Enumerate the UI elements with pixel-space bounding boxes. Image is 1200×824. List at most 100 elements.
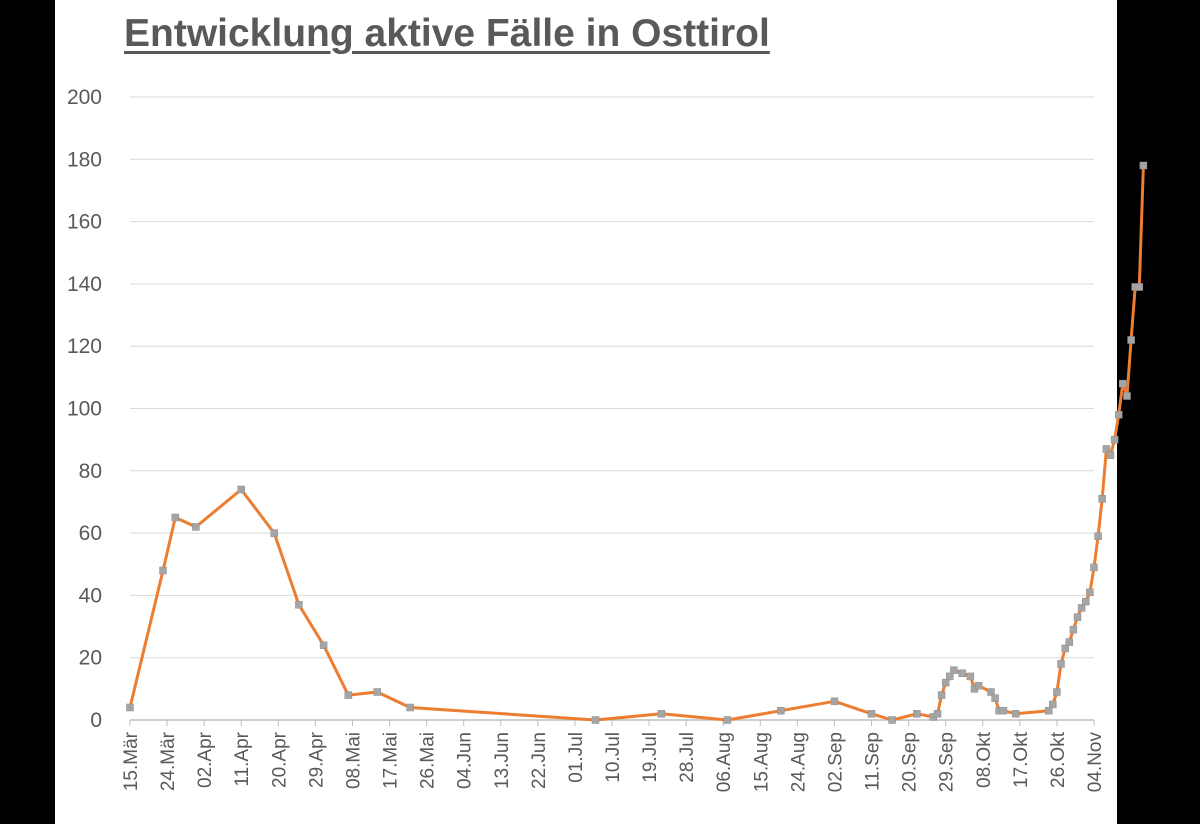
data-point bbox=[373, 688, 381, 696]
x-tick-label: 08.Okt bbox=[974, 731, 995, 788]
x-tick-label: 26.Okt bbox=[1048, 731, 1069, 788]
x-tick-label: 10.Jul bbox=[603, 732, 624, 783]
y-tick-label: 140 bbox=[67, 273, 102, 296]
x-tick-label: 17.Mai bbox=[381, 732, 402, 789]
data-point bbox=[237, 485, 245, 494]
data-point bbox=[171, 513, 180, 522]
gridlines bbox=[130, 96, 1094, 721]
series-line bbox=[128, 165, 1145, 722]
data-point bbox=[1110, 435, 1119, 444]
x-tick-label: 24.Aug bbox=[788, 732, 809, 792]
x-tick-label: 29.Sep bbox=[937, 732, 958, 792]
x-tick-label: 20.Apr bbox=[269, 731, 290, 788]
x-tick-label: 28.Jul bbox=[677, 732, 698, 783]
data-point bbox=[1082, 597, 1090, 606]
data-point bbox=[1123, 392, 1131, 400]
x-tick-label: 04.Jun bbox=[455, 732, 476, 789]
x-tick-label: 19.Jul bbox=[640, 732, 661, 783]
x-tick-label: 26.Mai bbox=[418, 732, 439, 789]
data-point bbox=[657, 710, 666, 718]
data-point bbox=[1077, 604, 1086, 612]
data-point bbox=[1135, 283, 1144, 291]
data-point bbox=[974, 681, 983, 690]
data-point bbox=[1127, 336, 1135, 344]
y-tick-label: 0 bbox=[90, 709, 102, 732]
data-point bbox=[1098, 495, 1106, 503]
data-point bbox=[1065, 638, 1074, 646]
x-tick-label: 04.Nov bbox=[1085, 732, 1106, 793]
data-point bbox=[1114, 410, 1123, 419]
data-point bbox=[319, 641, 328, 649]
data-point bbox=[1106, 451, 1115, 459]
data-point bbox=[1061, 644, 1069, 653]
data-point bbox=[958, 669, 966, 678]
chart-title: Entwicklung aktive Fälle in Osttirol bbox=[124, 12, 770, 55]
data-point bbox=[1119, 379, 1127, 388]
chart-panel bbox=[55, 0, 1117, 824]
data-point bbox=[1057, 660, 1065, 668]
data-point bbox=[987, 688, 995, 696]
data-point bbox=[1102, 445, 1111, 453]
data-point bbox=[1073, 613, 1082, 621]
x-tick-label: 29.Apr bbox=[306, 731, 327, 788]
data-point bbox=[344, 691, 353, 699]
data-point bbox=[1053, 688, 1061, 696]
data-point bbox=[999, 706, 1008, 715]
y-tick-label: 20 bbox=[79, 647, 102, 670]
data-point bbox=[406, 703, 414, 712]
data-point bbox=[1049, 700, 1057, 709]
x-tick-label: 01.Jul bbox=[566, 732, 587, 783]
data-point bbox=[1086, 588, 1094, 597]
y-tick-label: 160 bbox=[67, 211, 102, 234]
data-point bbox=[777, 706, 785, 715]
data-point bbox=[1044, 706, 1053, 715]
data-point bbox=[830, 697, 839, 706]
x-tick-label: 15.Mär bbox=[121, 731, 142, 791]
data-point bbox=[941, 678, 950, 687]
x-tick-label: 11.Sep bbox=[863, 732, 884, 791]
data-point bbox=[591, 716, 600, 724]
data-point bbox=[295, 600, 303, 609]
data-point bbox=[888, 716, 896, 724]
x-tick-label: 22.Jun bbox=[529, 732, 550, 789]
data-point bbox=[950, 666, 958, 674]
data-point bbox=[1011, 710, 1020, 718]
data-point bbox=[192, 523, 200, 531]
data-point bbox=[937, 691, 946, 699]
data-point bbox=[723, 716, 732, 724]
data-point bbox=[991, 694, 999, 702]
y-tick-label: 180 bbox=[67, 148, 102, 171]
x-tick-label: 08.Mai bbox=[343, 732, 364, 789]
series-active-cases bbox=[126, 161, 1148, 724]
data-point bbox=[1139, 161, 1148, 170]
x-tick-label: 02.Sep bbox=[825, 732, 846, 792]
data-point bbox=[126, 703, 134, 712]
data-point bbox=[270, 529, 278, 537]
data-point bbox=[1090, 563, 1098, 572]
data-point bbox=[913, 710, 921, 718]
data-point bbox=[946, 672, 954, 681]
x-tick-label: 13.Jun bbox=[492, 732, 513, 789]
y-tick-label: 200 bbox=[67, 86, 102, 109]
y-tick-label: 80 bbox=[79, 460, 102, 483]
y-tick-label: 60 bbox=[79, 522, 102, 545]
data-point bbox=[159, 566, 167, 575]
x-tick-label: 02.Apr bbox=[195, 731, 216, 788]
x-tick-label: 24.Mär bbox=[158, 731, 179, 791]
data-point bbox=[1094, 532, 1102, 540]
y-tick-label: 40 bbox=[79, 584, 102, 607]
x-axis: 15.Mär 24.Mär 02.Apr 11.Apr 20.Apr 29.Apr 08.M… bbox=[121, 720, 1106, 792]
x-tick-label: 15.Aug bbox=[751, 732, 772, 792]
data-point bbox=[933, 710, 942, 718]
y-tick-label: 100 bbox=[67, 398, 102, 421]
x-tick-label: 17.Okt bbox=[1011, 731, 1032, 788]
data-point bbox=[867, 710, 876, 718]
x-tick-label: 11.Apr bbox=[232, 731, 253, 786]
data-point bbox=[1069, 625, 1078, 634]
x-tick-label: 20.Sep bbox=[900, 732, 921, 792]
y-tick-label: 120 bbox=[67, 335, 102, 358]
y-axis: 0 20 40 60 80 100 120 140 160 180 200 bbox=[67, 86, 102, 732]
data-point bbox=[966, 672, 975, 681]
x-tick-label: 06.Aug bbox=[714, 732, 735, 792]
